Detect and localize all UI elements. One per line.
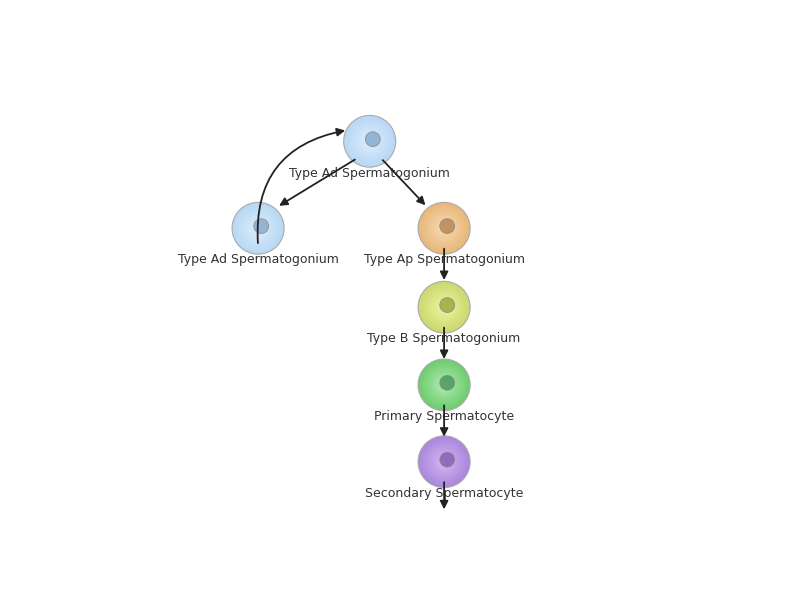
Ellipse shape [422, 286, 466, 329]
Ellipse shape [435, 220, 453, 237]
Ellipse shape [256, 226, 260, 230]
Ellipse shape [245, 215, 271, 241]
Ellipse shape [425, 209, 464, 248]
Ellipse shape [429, 446, 459, 477]
Ellipse shape [442, 226, 446, 230]
Ellipse shape [241, 211, 275, 245]
Ellipse shape [425, 365, 464, 404]
Ellipse shape [425, 442, 464, 481]
Ellipse shape [440, 224, 449, 233]
Ellipse shape [363, 135, 376, 148]
Ellipse shape [438, 455, 450, 468]
Ellipse shape [440, 219, 454, 233]
Ellipse shape [352, 124, 387, 158]
Ellipse shape [440, 380, 449, 389]
Ellipse shape [366, 132, 380, 146]
Ellipse shape [250, 220, 266, 237]
Ellipse shape [422, 440, 466, 484]
Ellipse shape [440, 457, 449, 466]
Ellipse shape [438, 301, 450, 314]
Ellipse shape [361, 133, 378, 150]
Ellipse shape [254, 224, 262, 233]
Ellipse shape [426, 368, 462, 402]
Ellipse shape [426, 445, 462, 479]
Ellipse shape [422, 364, 466, 406]
Ellipse shape [434, 374, 455, 395]
Ellipse shape [435, 299, 453, 316]
Ellipse shape [435, 376, 453, 394]
Ellipse shape [418, 202, 470, 254]
Ellipse shape [431, 294, 457, 320]
Ellipse shape [243, 213, 274, 244]
Ellipse shape [440, 452, 454, 467]
Ellipse shape [354, 126, 385, 157]
Ellipse shape [426, 211, 462, 245]
Ellipse shape [247, 217, 269, 239]
Ellipse shape [438, 222, 450, 235]
Ellipse shape [418, 359, 470, 411]
Ellipse shape [251, 222, 265, 235]
Text: Type Ad Spermatogonium: Type Ad Spermatogonium [290, 166, 450, 179]
Ellipse shape [429, 370, 459, 400]
Ellipse shape [232, 202, 284, 254]
Ellipse shape [367, 139, 372, 143]
Ellipse shape [440, 376, 454, 390]
Text: Type B Spermatogonium: Type B Spermatogonium [367, 332, 521, 346]
Ellipse shape [431, 215, 457, 241]
Ellipse shape [434, 217, 455, 239]
Ellipse shape [434, 451, 455, 473]
Ellipse shape [418, 281, 470, 333]
Ellipse shape [238, 209, 278, 248]
Ellipse shape [350, 122, 390, 161]
Ellipse shape [425, 288, 464, 326]
Ellipse shape [344, 115, 396, 167]
Ellipse shape [434, 296, 455, 318]
Ellipse shape [418, 436, 470, 488]
Text: Secondary Spermatocyte: Secondary Spermatocyte [365, 487, 523, 500]
Ellipse shape [442, 305, 446, 310]
Ellipse shape [254, 219, 269, 233]
Ellipse shape [420, 283, 468, 331]
Text: Type Ap Spermatogonium: Type Ap Spermatogonium [363, 253, 525, 266]
Ellipse shape [429, 213, 459, 244]
Ellipse shape [359, 131, 381, 152]
Text: Primary Spermatocyte: Primary Spermatocyte [374, 410, 514, 423]
Ellipse shape [346, 118, 394, 165]
Ellipse shape [420, 438, 468, 485]
Ellipse shape [234, 205, 282, 252]
Ellipse shape [366, 137, 374, 146]
Ellipse shape [420, 205, 468, 252]
Ellipse shape [442, 383, 446, 387]
Ellipse shape [438, 379, 450, 391]
Ellipse shape [429, 292, 459, 322]
Ellipse shape [431, 372, 457, 398]
Ellipse shape [237, 206, 280, 250]
Ellipse shape [420, 361, 468, 409]
Ellipse shape [442, 460, 446, 464]
Ellipse shape [440, 303, 449, 311]
Ellipse shape [422, 206, 466, 250]
Ellipse shape [435, 453, 453, 470]
Ellipse shape [357, 128, 382, 154]
Ellipse shape [426, 290, 462, 325]
Ellipse shape [348, 120, 391, 163]
Ellipse shape [431, 449, 457, 475]
Text: Type Ad Spermatogonium: Type Ad Spermatogonium [178, 253, 338, 266]
Ellipse shape [440, 298, 454, 313]
